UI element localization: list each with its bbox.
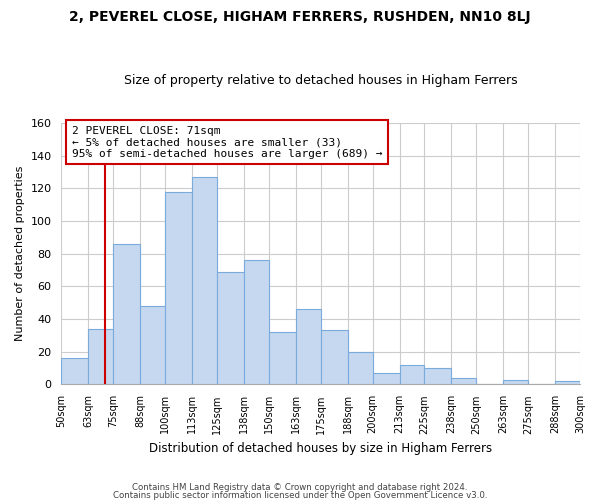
Bar — [400, 365, 424, 384]
X-axis label: Distribution of detached houses by size in Higham Ferrers: Distribution of detached houses by size … — [149, 442, 492, 455]
Bar — [192, 177, 217, 384]
Text: 2, PEVEREL CLOSE, HIGHAM FERRERS, RUSHDEN, NN10 8LJ: 2, PEVEREL CLOSE, HIGHAM FERRERS, RUSHDE… — [69, 10, 531, 24]
Bar — [140, 306, 165, 384]
Bar — [269, 332, 296, 384]
Bar — [503, 380, 528, 384]
Bar — [555, 381, 580, 384]
Bar — [347, 352, 373, 384]
Bar — [244, 260, 269, 384]
Text: 2 PEVEREL CLOSE: 71sqm
← 5% of detached houses are smaller (33)
95% of semi-deta: 2 PEVEREL CLOSE: 71sqm ← 5% of detached … — [72, 126, 382, 158]
Bar — [61, 358, 88, 384]
Bar — [88, 329, 113, 384]
Bar — [165, 192, 192, 384]
Title: Size of property relative to detached houses in Higham Ferrers: Size of property relative to detached ho… — [124, 74, 518, 87]
Bar — [113, 244, 140, 384]
Bar — [217, 272, 244, 384]
Text: Contains public sector information licensed under the Open Government Licence v3: Contains public sector information licen… — [113, 490, 487, 500]
Bar — [296, 309, 321, 384]
Bar — [451, 378, 476, 384]
Y-axis label: Number of detached properties: Number of detached properties — [15, 166, 25, 342]
Bar — [424, 368, 451, 384]
Bar — [321, 330, 347, 384]
Text: Contains HM Land Registry data © Crown copyright and database right 2024.: Contains HM Land Registry data © Crown c… — [132, 484, 468, 492]
Bar — [373, 373, 400, 384]
